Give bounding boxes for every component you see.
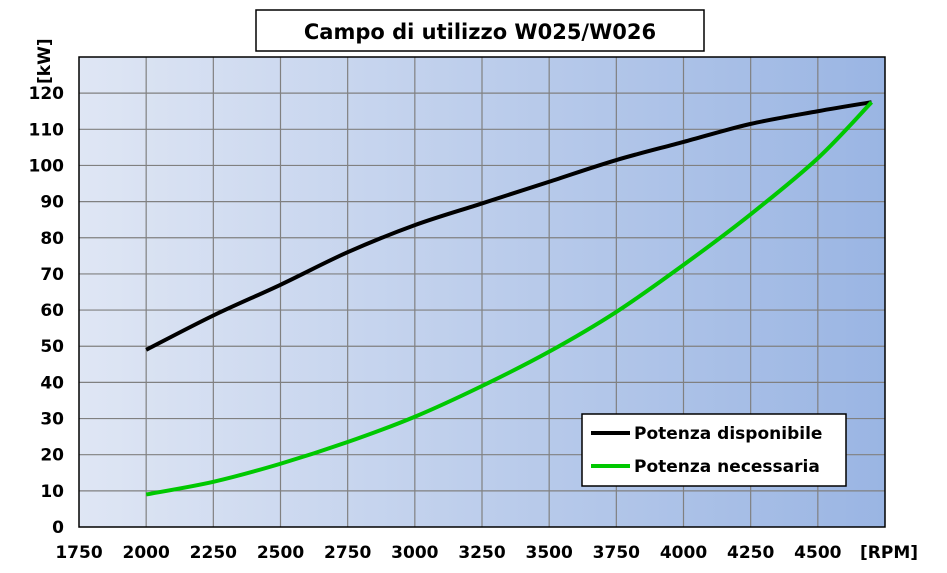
y-tick-label: 80: [40, 229, 64, 249]
x-tick-label: 2000: [123, 543, 170, 563]
y-tick-label: 120: [29, 84, 65, 104]
legend-label-1: Potenza necessaria: [634, 457, 820, 477]
x-tick-label: 3000: [391, 543, 438, 563]
legend-label-0: Potenza disponibile: [634, 424, 822, 444]
x-tick-label: 4000: [660, 543, 707, 563]
y-tick-label: 100: [29, 156, 65, 176]
x-axis-label: [RPM]: [860, 543, 918, 563]
y-tick-label: 20: [40, 446, 64, 466]
title-box: [255, 9, 705, 52]
x-tick-label: 2500: [257, 543, 304, 563]
y-tick-label: 10: [40, 482, 64, 502]
chart-title: Campo di utilizzo W025/W026: [304, 20, 656, 44]
x-tick-label: 2750: [324, 543, 371, 563]
legend-box: [581, 413, 847, 487]
x-tick-label: 1750: [55, 543, 102, 563]
x-tick-label: 4500: [794, 543, 841, 563]
x-tick-label: 3750: [593, 543, 640, 563]
series-line-0: [145, 100, 872, 352]
x-tick-label: 2250: [190, 543, 237, 563]
y-tick-label: 60: [40, 301, 64, 321]
plot-border: [78, 56, 886, 528]
x-tick-label: 3500: [526, 543, 573, 563]
series-line-1: [145, 100, 874, 497]
y-tick-label: 30: [40, 410, 64, 430]
y-tick-label: 50: [40, 337, 64, 357]
y-tick-label: 90: [40, 193, 64, 213]
y-tick-label: 110: [29, 120, 65, 140]
y-tick-label: 0: [52, 518, 64, 538]
x-tick-label: 4250: [727, 543, 774, 563]
legend: Potenza disponibile Potenza necessaria: [581, 413, 847, 487]
x-tick-label: 3250: [458, 543, 505, 563]
y-axis-label: [kW]: [35, 38, 55, 84]
y-tick-label: 40: [40, 373, 64, 393]
y-tick-label: 70: [40, 265, 64, 285]
